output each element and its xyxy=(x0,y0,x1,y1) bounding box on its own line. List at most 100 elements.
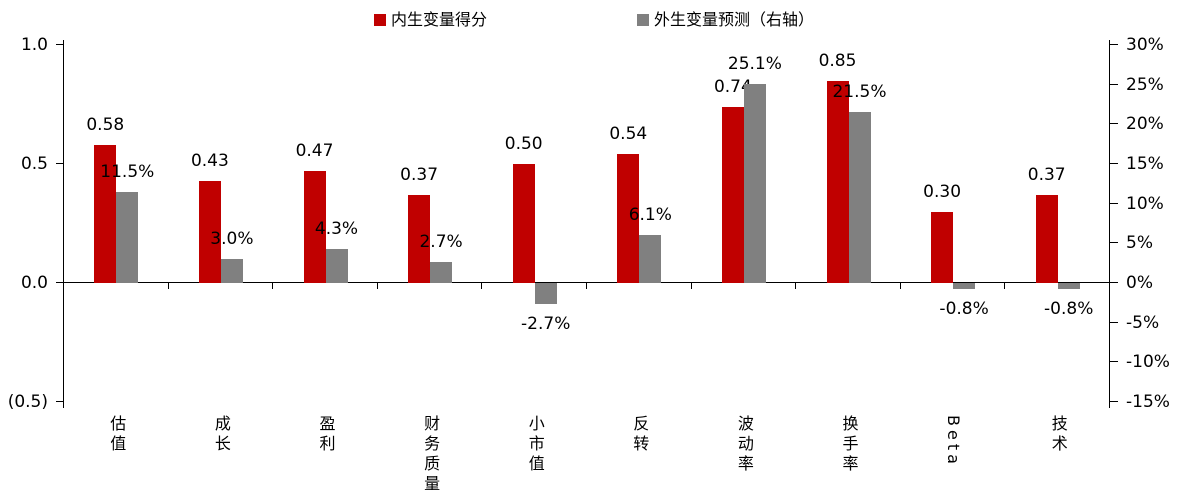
left-axis-tick xyxy=(56,163,64,164)
left-axis-tick xyxy=(56,282,64,283)
left-axis-label: 1.0 xyxy=(20,35,48,55)
left-axis-tick xyxy=(56,44,64,45)
left-axis-line xyxy=(63,40,64,408)
bar-label-endogenous: 0.54 xyxy=(609,124,648,145)
bar-label-exogenous: -0.8% xyxy=(1044,299,1094,320)
right-axis-label: -15% xyxy=(1126,392,1170,412)
category-label: 成长 xyxy=(211,415,231,455)
right-axis-tick xyxy=(1110,202,1118,204)
bar-label-exogenous: 25.1% xyxy=(727,53,782,74)
x-axis-tick xyxy=(63,283,64,289)
legend-item-exogenous: 外生变量预测（右轴） xyxy=(637,10,814,30)
bar-label-endogenous: 0.43 xyxy=(190,150,229,171)
left-axis-label: (0.5) xyxy=(7,392,48,412)
bar-label-endogenous: 0.58 xyxy=(86,114,125,135)
left-axis-label: 0.0 xyxy=(20,273,48,293)
bar-exogenous xyxy=(220,259,243,283)
legend-label-exogenous: 外生变量预测（右轴） xyxy=(654,10,815,29)
right-axis-tick xyxy=(1110,282,1118,283)
category-label: Beta xyxy=(944,415,964,468)
bar-endogenous xyxy=(617,154,640,283)
category-label: 估值 xyxy=(107,415,127,455)
right-axis-label: 20% xyxy=(1126,114,1164,135)
bar-endogenous xyxy=(94,144,117,283)
x-axis-tick xyxy=(1004,283,1006,289)
right-axis-tick xyxy=(1110,123,1118,125)
bar-label-endogenous: 0.37 xyxy=(400,164,439,185)
left-axis-tick xyxy=(56,401,64,402)
bar-exogenous xyxy=(639,234,662,283)
bar-label-exogenous: 21.5% xyxy=(832,82,887,103)
bar-exogenous xyxy=(430,261,453,283)
bar-endogenous xyxy=(303,171,326,283)
legend-item-endogenous: 内生变量得分 xyxy=(373,10,487,30)
category-label: 技术 xyxy=(1048,415,1068,455)
bar-label-exogenous: 3.0% xyxy=(210,229,254,250)
bar-label-endogenous: 0.30 xyxy=(923,181,962,202)
right-axis-label: 15% xyxy=(1126,154,1164,174)
category-label: 财务质量 xyxy=(421,415,441,495)
right-axis-tick xyxy=(1110,361,1118,363)
bar-endogenous xyxy=(931,211,954,283)
left-axis-label: 0.5 xyxy=(20,154,48,174)
x-axis-tick xyxy=(272,283,274,289)
right-axis-label: 30% xyxy=(1126,35,1164,55)
right-axis-tick xyxy=(1110,242,1118,244)
bar-endogenous xyxy=(512,164,535,283)
right-axis-label: 5% xyxy=(1126,233,1153,254)
bar-label-exogenous: -0.8% xyxy=(939,299,989,320)
right-axis-tick xyxy=(1110,83,1118,85)
bar-exogenous xyxy=(953,283,976,290)
bar-label-endogenous: 0.74 xyxy=(713,76,752,97)
bar-label-exogenous: 2.7% xyxy=(419,231,463,252)
x-axis-tick xyxy=(899,283,901,289)
bar-exogenous xyxy=(1057,283,1080,290)
bar-endogenous xyxy=(198,180,221,283)
right-axis-tick xyxy=(1110,163,1118,164)
bar-exogenous xyxy=(325,248,348,283)
bar-endogenous xyxy=(721,106,744,283)
legend-swatch-endogenous xyxy=(373,14,386,26)
x-axis-tick xyxy=(376,283,378,289)
bar-label-exogenous: 11.5% xyxy=(100,161,155,182)
x-axis-tick xyxy=(1109,283,1110,289)
right-axis-label: 10% xyxy=(1126,193,1164,214)
bar-endogenous xyxy=(826,80,849,283)
x-axis-tick xyxy=(795,283,797,289)
category-label: 盈利 xyxy=(316,415,336,455)
x-axis-tick xyxy=(167,283,169,289)
chart-legend: 内生变量得分 外生变量预测（右轴） xyxy=(0,10,1188,30)
category-label: 反转 xyxy=(630,415,650,455)
zero-axis-line xyxy=(64,282,1110,283)
bar-label-exogenous: 4.3% xyxy=(314,218,359,239)
bar-exogenous xyxy=(743,83,766,283)
bar-label-endogenous: 0.47 xyxy=(295,141,334,162)
bar-label-exogenous: 6.1% xyxy=(628,204,672,225)
category-label: 小市值 xyxy=(525,415,545,475)
bar-exogenous xyxy=(534,283,557,305)
right-axis-tick xyxy=(1110,401,1118,402)
right-axis-tick xyxy=(1110,44,1118,45)
bar-label-endogenous: 0.85 xyxy=(818,50,857,71)
x-axis-tick xyxy=(690,283,692,289)
legend-swatch-exogenous xyxy=(637,14,649,26)
x-axis-tick xyxy=(481,283,483,289)
bar-exogenous xyxy=(116,191,139,283)
right-axis-tick xyxy=(1110,321,1118,323)
bar-endogenous xyxy=(1035,194,1058,283)
legend-label-endogenous: 内生变量得分 xyxy=(390,10,487,29)
right-axis-line xyxy=(1109,40,1110,408)
right-axis-label: 0% xyxy=(1126,273,1153,293)
x-axis-tick xyxy=(586,283,587,289)
category-label: 波动率 xyxy=(734,415,754,475)
right-axis-label: -10% xyxy=(1126,352,1170,373)
bar-label-endogenous: 0.37 xyxy=(1027,164,1066,185)
bar-label-endogenous: 0.50 xyxy=(504,134,543,154)
right-axis-label: 25% xyxy=(1126,74,1164,95)
category-label: 换手率 xyxy=(839,415,859,475)
bar-exogenous xyxy=(848,112,871,283)
bar-endogenous xyxy=(408,194,431,283)
bar-label-exogenous: -2.7% xyxy=(521,314,571,335)
right-axis-label: -5% xyxy=(1126,312,1160,333)
